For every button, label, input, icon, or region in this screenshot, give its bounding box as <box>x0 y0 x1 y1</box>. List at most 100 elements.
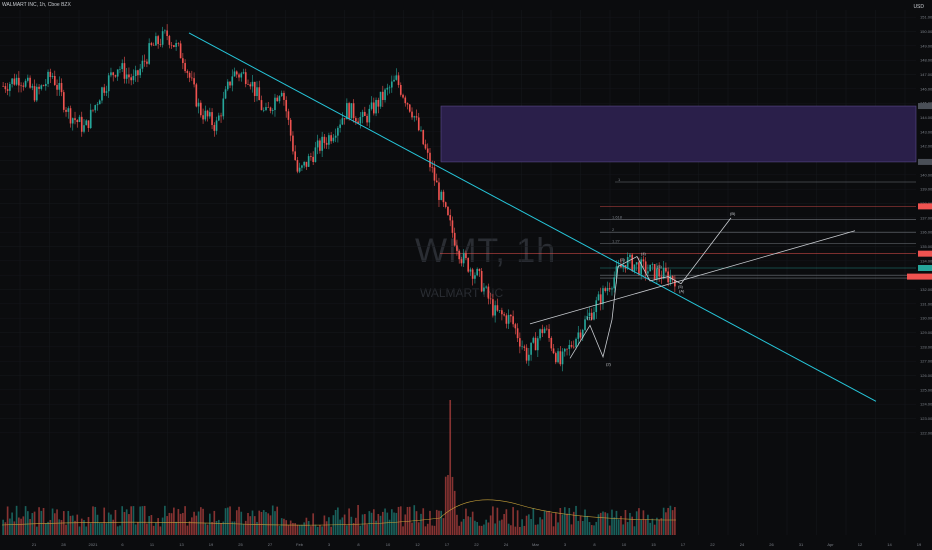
volume-bar <box>662 507 665 535</box>
candle-body <box>516 328 519 339</box>
candle-body <box>215 120 218 131</box>
volume-bar <box>307 520 310 535</box>
volume-bar <box>487 522 490 535</box>
volume-bar <box>89 523 92 535</box>
price-tick-label: 130.00 <box>920 316 932 321</box>
volume-bar <box>296 524 299 535</box>
volume-bar <box>152 525 155 535</box>
volume-bar <box>653 524 656 535</box>
volume-bar <box>469 517 472 535</box>
volume-bar <box>626 522 629 535</box>
volume-bar <box>510 525 512 535</box>
price-tick-label: 127.00 <box>920 359 932 364</box>
candle-body <box>568 345 571 350</box>
volume-bar <box>665 512 667 535</box>
candle-body <box>200 102 202 116</box>
volume-bar <box>584 509 586 535</box>
volume-bar <box>80 518 83 535</box>
volume-bar <box>590 525 593 535</box>
volume-bar <box>274 511 276 535</box>
candle-body <box>359 117 362 124</box>
volume-bar <box>267 513 270 535</box>
volume-bar <box>22 516 25 535</box>
volume-bar <box>460 521 463 535</box>
time-tick-label: Mar <box>532 542 540 547</box>
volume-bar <box>258 510 261 535</box>
candle-body <box>332 137 335 142</box>
price-tick-label: 139.00 <box>920 187 932 192</box>
candle-body <box>27 77 29 81</box>
candle-body <box>521 346 523 348</box>
candle-body <box>262 110 265 111</box>
volume-bar <box>606 513 609 535</box>
volume-bar <box>137 521 139 535</box>
volume-bar <box>164 505 166 535</box>
volume-bar <box>339 519 341 535</box>
candle-body <box>352 103 355 119</box>
volume-bar <box>314 524 317 535</box>
volume-bar <box>11 512 13 535</box>
fib-label: 1.27 <box>612 239 621 244</box>
candle-body <box>2 85 4 87</box>
price-tick-label: 149.00 <box>920 43 932 48</box>
volume-bar <box>364 514 366 535</box>
price-tick-label: 123.00 <box>920 416 932 421</box>
candle-body <box>355 118 357 122</box>
price-tick-label: 135.00 <box>920 244 932 249</box>
volume-bar <box>47 521 49 535</box>
candle-body <box>301 165 303 168</box>
price-tick-label: 132.00 <box>920 287 932 292</box>
price-axis-marker <box>918 265 932 271</box>
price-tick-label: 150.00 <box>920 29 932 34</box>
volume-bar <box>458 525 461 535</box>
volume-bar <box>550 513 553 535</box>
candle-body <box>152 44 155 46</box>
wave-label: (4) <box>641 251 647 256</box>
price-axis-marker <box>918 103 932 110</box>
volume-bar <box>18 517 20 535</box>
candle-body <box>431 167 434 168</box>
wave-label: (5) <box>678 284 684 289</box>
volume-bar <box>103 507 106 535</box>
volume-bar <box>182 512 184 535</box>
candle-body <box>539 329 541 339</box>
candle-body <box>413 116 416 118</box>
time-tick-label: 22 <box>474 542 479 547</box>
volume-bar <box>660 518 663 535</box>
candle-body <box>141 60 144 69</box>
volume-bar <box>238 506 240 535</box>
candle-body <box>258 87 261 101</box>
candle-body <box>132 75 135 81</box>
time-tick-label: 22 <box>710 542 715 547</box>
candle-body <box>316 140 319 148</box>
volume-bar <box>49 519 52 535</box>
candle-body <box>465 253 467 259</box>
candle-body <box>222 98 225 117</box>
volume-bar <box>305 517 308 535</box>
price-tick-label: 126.00 <box>920 373 932 378</box>
candle-body <box>103 87 106 93</box>
volume-bar <box>4 522 7 535</box>
volume-bar <box>206 524 209 535</box>
candle-body <box>467 258 470 272</box>
volume-bar <box>159 526 162 535</box>
candle-body <box>139 68 141 76</box>
candle-body <box>604 288 607 291</box>
volume-bar <box>442 518 445 535</box>
volume-bar <box>24 506 27 535</box>
candle-body <box>501 310 503 315</box>
candle-body <box>563 348 566 352</box>
candle-body <box>294 151 297 161</box>
volume-bar <box>420 513 422 535</box>
candle-body <box>462 253 465 264</box>
candle-body <box>202 115 204 120</box>
price-tick-label: 144.00 <box>920 115 932 120</box>
volume-bar <box>480 525 483 535</box>
candle-body <box>339 124 341 128</box>
volume-bar <box>253 516 256 535</box>
candle-body <box>559 351 562 365</box>
candle-body <box>24 80 27 87</box>
volume-bar <box>13 521 16 535</box>
candle-body <box>96 104 99 106</box>
